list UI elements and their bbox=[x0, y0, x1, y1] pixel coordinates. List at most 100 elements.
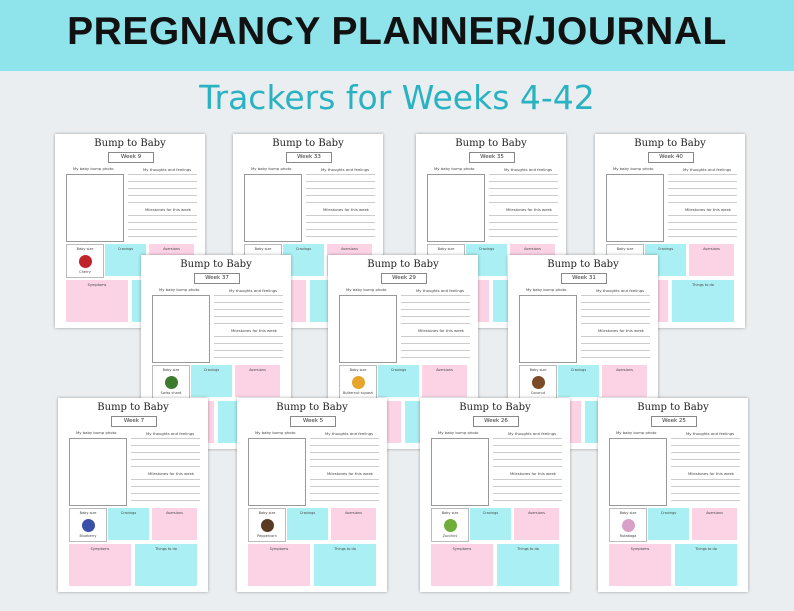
baby-size-label: Baby size bbox=[616, 247, 634, 251]
cravings-label: Cravings bbox=[478, 247, 495, 251]
peppercorn-icon bbox=[261, 519, 274, 532]
baby-size-box: Baby size Butternut squash bbox=[339, 365, 377, 399]
baby-size-name: Coconut bbox=[530, 391, 546, 395]
milestones-line bbox=[493, 479, 562, 480]
bump-photo-label: My baby bump photo bbox=[613, 166, 654, 171]
bump-photo-label: My baby bump photo bbox=[438, 430, 479, 435]
milestones-line bbox=[489, 236, 558, 237]
week-label: Week 35 bbox=[469, 152, 515, 163]
milestones-label: Milestones for this week bbox=[327, 471, 373, 476]
cravings-box: Cravings bbox=[287, 508, 328, 540]
thoughts-line bbox=[581, 316, 650, 317]
thoughts-line bbox=[671, 445, 740, 446]
aversions-label: Aversions bbox=[436, 368, 453, 372]
thoughts-line bbox=[671, 459, 740, 460]
symptoms-label: Symptoms bbox=[87, 283, 107, 287]
aversions-box: Aversions bbox=[235, 365, 280, 397]
cravings-box: Cravings bbox=[108, 508, 149, 540]
thoughts-line bbox=[671, 466, 740, 467]
page-title: Bump to Baby bbox=[637, 402, 709, 413]
bump-photo-label: My baby bump photo bbox=[251, 166, 292, 171]
zucchini-icon bbox=[444, 519, 457, 532]
thoughts-line bbox=[131, 452, 200, 453]
milestones-line bbox=[131, 479, 200, 480]
milestones-label: Milestones for this week bbox=[148, 471, 194, 476]
bump-photo-label: My baby bump photo bbox=[346, 287, 387, 292]
thoughts-line bbox=[489, 174, 558, 175]
milestones-line bbox=[489, 222, 558, 223]
thoughts-line bbox=[668, 181, 737, 182]
thoughts-line bbox=[493, 452, 562, 453]
milestones-line bbox=[306, 222, 375, 223]
symptoms-box: Symptoms bbox=[66, 280, 128, 322]
page-title: Bump to Baby bbox=[94, 138, 166, 149]
thoughts-line bbox=[128, 188, 197, 189]
aversions-label: Aversions bbox=[341, 247, 358, 251]
milestones-line bbox=[306, 229, 375, 230]
milestones-line bbox=[401, 343, 470, 344]
thoughts-line bbox=[306, 181, 375, 182]
milestones-line bbox=[671, 500, 740, 501]
cravings-label: Cravings bbox=[570, 368, 587, 372]
milestones-line bbox=[310, 500, 379, 501]
symptoms-box: Symptoms bbox=[431, 544, 493, 586]
symptoms-box: Symptoms bbox=[609, 544, 671, 586]
todo-box: Things to do bbox=[675, 544, 737, 586]
milestones-line bbox=[668, 222, 737, 223]
bump-photo-box bbox=[609, 438, 667, 506]
milestones-line bbox=[131, 493, 200, 494]
cravings-box: Cravings bbox=[378, 365, 419, 397]
milestones-line bbox=[214, 343, 283, 344]
thoughts-line bbox=[668, 188, 737, 189]
aversions-label: Aversions bbox=[528, 511, 545, 515]
thoughts-label: My thoughts and feelings bbox=[321, 167, 370, 172]
aversions-box: Aversions bbox=[602, 365, 647, 397]
thoughts-line bbox=[306, 202, 375, 203]
milestones-label: Milestones for this week bbox=[685, 207, 731, 212]
baby-size-label: Baby size bbox=[254, 247, 272, 251]
todo-label: Things to do bbox=[692, 283, 714, 287]
bump-photo-box bbox=[66, 174, 124, 242]
thoughts-line bbox=[581, 309, 650, 310]
todo-box: Things to do bbox=[135, 544, 197, 586]
page-title: Bump to Baby bbox=[276, 402, 348, 413]
cravings-label: Cravings bbox=[660, 511, 677, 515]
bump-photo-label: My baby bump photo bbox=[159, 287, 200, 292]
symptoms-label: Symptoms bbox=[452, 547, 472, 551]
cravings-box: Cravings bbox=[191, 365, 232, 397]
week-label: Week 25 bbox=[651, 416, 697, 427]
milestones-line bbox=[493, 486, 562, 487]
baby-size-name: Peppercorn bbox=[257, 534, 277, 538]
bump-photo-label: My baby bump photo bbox=[434, 166, 475, 171]
milestones-line bbox=[128, 236, 197, 237]
baby-size-label: Baby size bbox=[76, 247, 94, 251]
thoughts-label: My thoughts and feelings bbox=[508, 431, 557, 436]
milestones-line bbox=[581, 350, 650, 351]
week-label: Week 31 bbox=[561, 273, 607, 284]
baby-size-label: Baby size bbox=[349, 368, 367, 372]
blueberry-icon bbox=[82, 519, 95, 532]
baby-size-name: Rutabaga bbox=[619, 534, 637, 538]
cravings-label: Cravings bbox=[390, 368, 407, 372]
page-title: Bump to Baby bbox=[367, 259, 439, 270]
thoughts-line bbox=[401, 302, 470, 303]
page-title: Bump to Baby bbox=[547, 259, 619, 270]
bump-photo-label: My baby bump photo bbox=[526, 287, 567, 292]
milestones-line bbox=[493, 500, 562, 501]
thoughts-line bbox=[310, 438, 379, 439]
bump-photo-box bbox=[519, 295, 577, 363]
thoughts-line bbox=[489, 195, 558, 196]
cravings-box: Cravings bbox=[105, 244, 146, 276]
milestones-line bbox=[401, 336, 470, 337]
page-title: Bump to Baby bbox=[180, 259, 252, 270]
thoughts-line bbox=[310, 466, 379, 467]
thoughts-line bbox=[493, 445, 562, 446]
thoughts-line bbox=[493, 459, 562, 460]
cravings-box: Cravings bbox=[470, 508, 511, 540]
aversions-label: Aversions bbox=[706, 511, 723, 515]
cravings-label: Cravings bbox=[299, 511, 316, 515]
milestones-line bbox=[671, 479, 740, 480]
thoughts-line bbox=[581, 323, 650, 324]
thoughts-line bbox=[131, 459, 200, 460]
thoughts-line bbox=[310, 445, 379, 446]
